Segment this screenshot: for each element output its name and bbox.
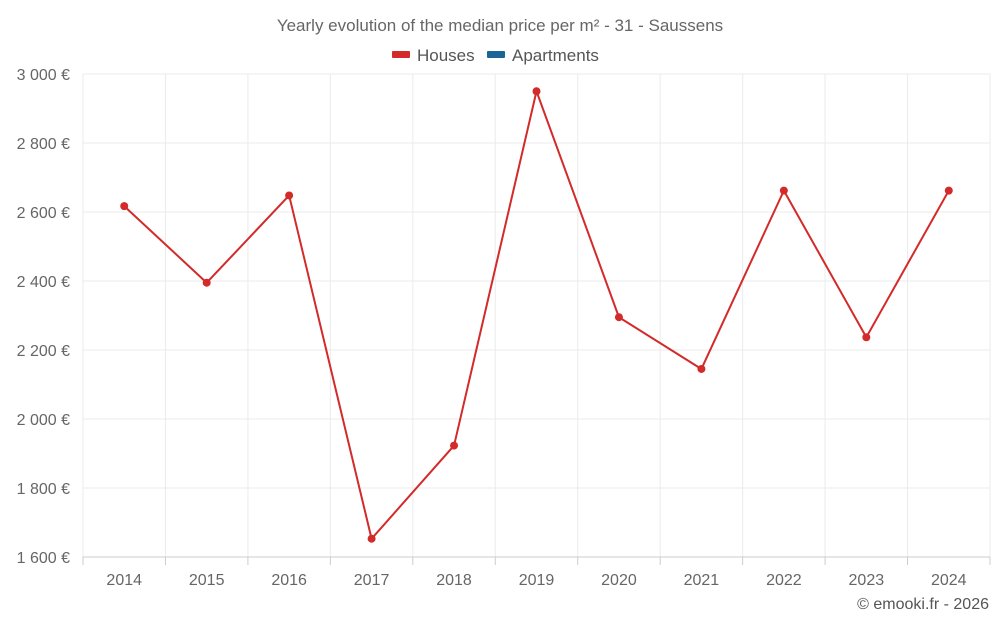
legend: Houses Apartments (392, 46, 599, 65)
y-tick-label: 2 400 € (17, 274, 70, 291)
houses-point (532, 87, 541, 96)
y-tick-label: 1 800 € (17, 481, 70, 498)
x-tick-label: 2017 (354, 572, 390, 589)
x-tick-label: 2018 (436, 572, 472, 589)
x-tick-label: 2021 (684, 572, 720, 589)
x-tick-label: 2016 (271, 572, 307, 589)
credit-text[interactable]: © emooki.fr - 2026 (857, 596, 989, 613)
houses-point (202, 278, 211, 287)
x-tick-label: 2022 (766, 572, 802, 589)
legend-item-houses[interactable]: Houses (392, 46, 475, 65)
houses-point (285, 191, 294, 200)
y-tick-label: 2 600 € (17, 205, 70, 222)
x-tick-label: 2014 (106, 572, 142, 589)
houses-point (120, 202, 129, 211)
x-tick-label: 2019 (519, 572, 555, 589)
legend-item-apartments[interactable]: Apartments (487, 46, 599, 65)
houses-point (862, 333, 871, 342)
grid (82, 73, 991, 557)
legend-swatch-houses (392, 51, 410, 58)
y-tick-label: 2 000 € (17, 412, 70, 429)
x-tick-label: 2024 (931, 572, 967, 589)
y-tick-label: 2 800 € (17, 136, 70, 153)
legend-label-apartments: Apartments (512, 46, 599, 65)
x-tick-label: 2015 (189, 572, 225, 589)
axes: 1 600 € 1 800 € 2 000 € 2 200 € 2 400 € 2 600… (17, 67, 991, 589)
y-tick-label: 2 200 € (17, 343, 70, 360)
x-tick-label: 2020 (601, 572, 637, 589)
houses-point (944, 186, 953, 195)
x-tick-label: 2023 (849, 572, 885, 589)
y-tick-label: 1 600 € (17, 550, 70, 567)
houses-point (779, 186, 788, 195)
chart-title: Yearly evolution of the median price per… (277, 16, 723, 35)
houses-point (450, 441, 459, 450)
legend-swatch-apartments (487, 51, 505, 58)
houses-point (367, 534, 376, 543)
houses-point (697, 364, 706, 373)
y-tick-label: 3 000 € (17, 67, 70, 84)
series-houses (120, 87, 953, 543)
houses-point (614, 313, 623, 322)
legend-label-houses: Houses (417, 46, 475, 65)
